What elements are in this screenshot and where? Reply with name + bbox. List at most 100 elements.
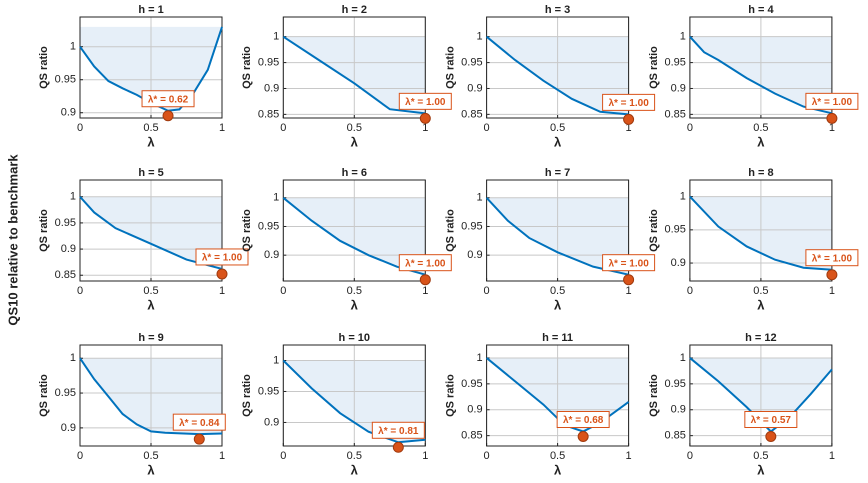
figure-ylabel: QS10 relative to benchmark (5, 154, 20, 326)
y-tick-label: 0.9 (264, 416, 279, 428)
x-tick-label: 0 (484, 285, 490, 297)
y-tick-label: 0.9 (61, 107, 76, 119)
y-tick-label: 0.95 (664, 378, 685, 390)
x-tick-label: 0 (484, 450, 490, 462)
axes-box (689, 16, 833, 119)
y-tick-label: 0.9 (264, 249, 279, 261)
x-tick-label: 1 (829, 450, 835, 462)
optimum-point (392, 441, 404, 453)
x-tick-label: 0 (280, 122, 286, 134)
line (282, 35, 426, 115)
annotation: λ* = 0.68 (563, 415, 604, 426)
annotation: λ* = 1.00 (405, 97, 446, 108)
optimum-point (623, 113, 635, 125)
optimum-point (419, 274, 431, 286)
x-tick-label: 0 (687, 285, 693, 297)
y-tick-label: 1 (680, 191, 686, 203)
x-tick-label: 0.5 (550, 450, 565, 462)
axes-box (282, 16, 426, 119)
y-tick-label: 1 (273, 31, 279, 43)
annotation: λ* = 1.00 (812, 97, 853, 108)
annotation: λ* = 1.00 (812, 253, 853, 264)
y-axis-label: QS ratio (445, 374, 457, 417)
x-tick-label: 1 (219, 450, 225, 462)
x-tick-label: 1 (219, 285, 225, 297)
annotation: λ* = 0.84 (179, 418, 220, 429)
y-tick-label: 0.9 (61, 422, 76, 434)
y-axis-label: QS ratio (38, 374, 50, 417)
x-axis-label: λ (351, 134, 359, 149)
y-tick-label: 0.85 (461, 430, 482, 442)
chart-title: h = 9 (138, 332, 163, 344)
line (689, 195, 832, 271)
annotation: λ* = 1.00 (405, 258, 446, 269)
x-tick-label: 0.5 (550, 122, 565, 134)
axes-box (79, 344, 223, 447)
x-tick-label: 1 (219, 122, 225, 134)
y-tick-label: 0.95 (461, 220, 482, 232)
x-tick-label: 1 (829, 122, 835, 134)
x-tick-label: 0 (687, 450, 693, 462)
y-tick-label: 0.95 (664, 56, 685, 68)
x-axis-label: λ (351, 297, 359, 312)
x-tick-label: 1 (422, 122, 428, 134)
chart-title: h = 7 (545, 167, 570, 179)
y-tick-label: 0.95 (461, 56, 482, 68)
y-tick-label: 1 (70, 41, 76, 53)
x-tick-label: 0.5 (143, 285, 158, 297)
x-axis-label: λ (554, 462, 562, 477)
y-axis-label: QS ratio (38, 46, 50, 89)
optimum-point (826, 269, 838, 281)
y-tick-label: 1 (273, 354, 279, 366)
line (485, 197, 629, 276)
line (79, 357, 223, 436)
chart-title: h = 4 (748, 4, 774, 16)
chart-title: h = 6 (342, 167, 367, 179)
annotation-box (398, 92, 452, 110)
axes-box (79, 16, 223, 119)
y-tick-label: 1 (273, 192, 279, 204)
x-tick-label: 0 (280, 285, 286, 297)
y-tick-label: 1 (680, 31, 686, 43)
optimum-point (765, 430, 777, 442)
y-axis-label: QS ratio (241, 209, 253, 252)
optimum-point (216, 268, 228, 280)
axes-box (282, 344, 426, 447)
x-tick-label: 1 (626, 122, 632, 134)
y-tick-label: 1 (70, 191, 76, 203)
y-tick-label: 1 (476, 352, 482, 364)
x-tick-label: 0.5 (347, 450, 362, 462)
x-tick-label: 0.5 (143, 450, 158, 462)
chart-title: h = 3 (545, 4, 570, 16)
x-tick-label: 1 (829, 285, 835, 297)
x-axis-label: λ (757, 134, 765, 149)
x-tick-label: 1 (626, 285, 632, 297)
y-axis-label: QS ratio (648, 374, 660, 417)
annotation-box (602, 254, 656, 272)
y-tick-label: 0.9 (61, 243, 76, 255)
y-axis-label: QS ratio (648, 209, 660, 252)
y-axis-label: QS ratio (241, 46, 253, 89)
annotation-box (172, 413, 226, 431)
annotation-box (141, 90, 195, 108)
chart-title: h = 5 (138, 167, 163, 179)
axes-box (79, 179, 223, 282)
line (282, 359, 426, 444)
y-axis-label: QS ratio (445, 46, 457, 89)
optimum-point (419, 112, 431, 124)
y-tick-label: 0.9 (264, 82, 279, 94)
x-tick-label: 0.5 (347, 122, 362, 134)
x-tick-label: 0 (77, 450, 83, 462)
y-tick-label: 0.95 (258, 385, 279, 397)
y-tick-label: 0.95 (55, 217, 76, 229)
axes-box (486, 179, 630, 282)
x-axis-label: λ (554, 297, 562, 312)
y-tick-label: 0.85 (258, 108, 279, 120)
x-tick-label: 0 (687, 122, 693, 134)
y-tick-label: 0.9 (671, 257, 686, 269)
x-axis-label: λ (351, 462, 359, 477)
x-tick-label: 0.5 (550, 285, 565, 297)
y-tick-label: 1 (680, 352, 686, 364)
annotation: λ* = 0.62 (148, 94, 189, 105)
y-axis-label: QS ratio (241, 374, 253, 417)
